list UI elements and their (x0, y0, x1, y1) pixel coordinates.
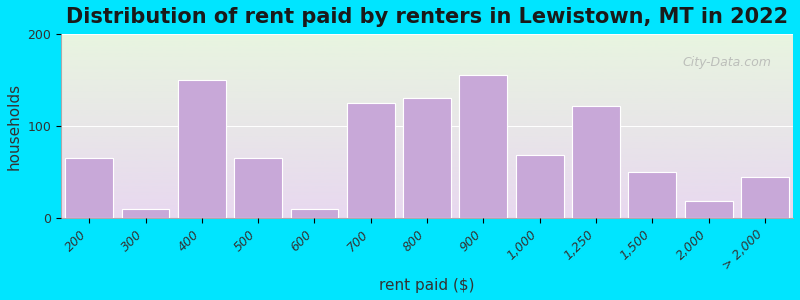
Bar (628, 172, 676, 218)
X-axis label: rent paid ($): rent paid ($) (379, 278, 475, 293)
Bar (403, 98, 451, 218)
Bar (122, 209, 170, 218)
Bar (685, 201, 733, 218)
Bar (66, 158, 113, 218)
Bar (122, 209, 170, 218)
Bar (741, 176, 789, 218)
Bar (234, 158, 282, 218)
Bar (685, 201, 733, 218)
Bar (178, 80, 226, 218)
Text: City-Data.com: City-Data.com (682, 56, 771, 69)
Bar (347, 103, 394, 218)
Y-axis label: households: households (7, 82, 22, 169)
Title: Distribution of rent paid by renters in Lewistown, MT in 2022: Distribution of rent paid by renters in … (66, 7, 788, 27)
Bar (234, 158, 282, 218)
Bar (628, 172, 676, 218)
Bar (516, 155, 564, 218)
Bar (290, 209, 338, 218)
Bar (741, 176, 789, 218)
Bar (572, 106, 620, 218)
Bar (290, 209, 338, 218)
Bar (403, 98, 451, 218)
Bar (516, 155, 564, 218)
Bar (459, 75, 507, 218)
Bar (572, 106, 620, 218)
Bar (178, 80, 226, 218)
Bar (66, 158, 113, 218)
Bar (347, 103, 394, 218)
Bar (459, 75, 507, 218)
